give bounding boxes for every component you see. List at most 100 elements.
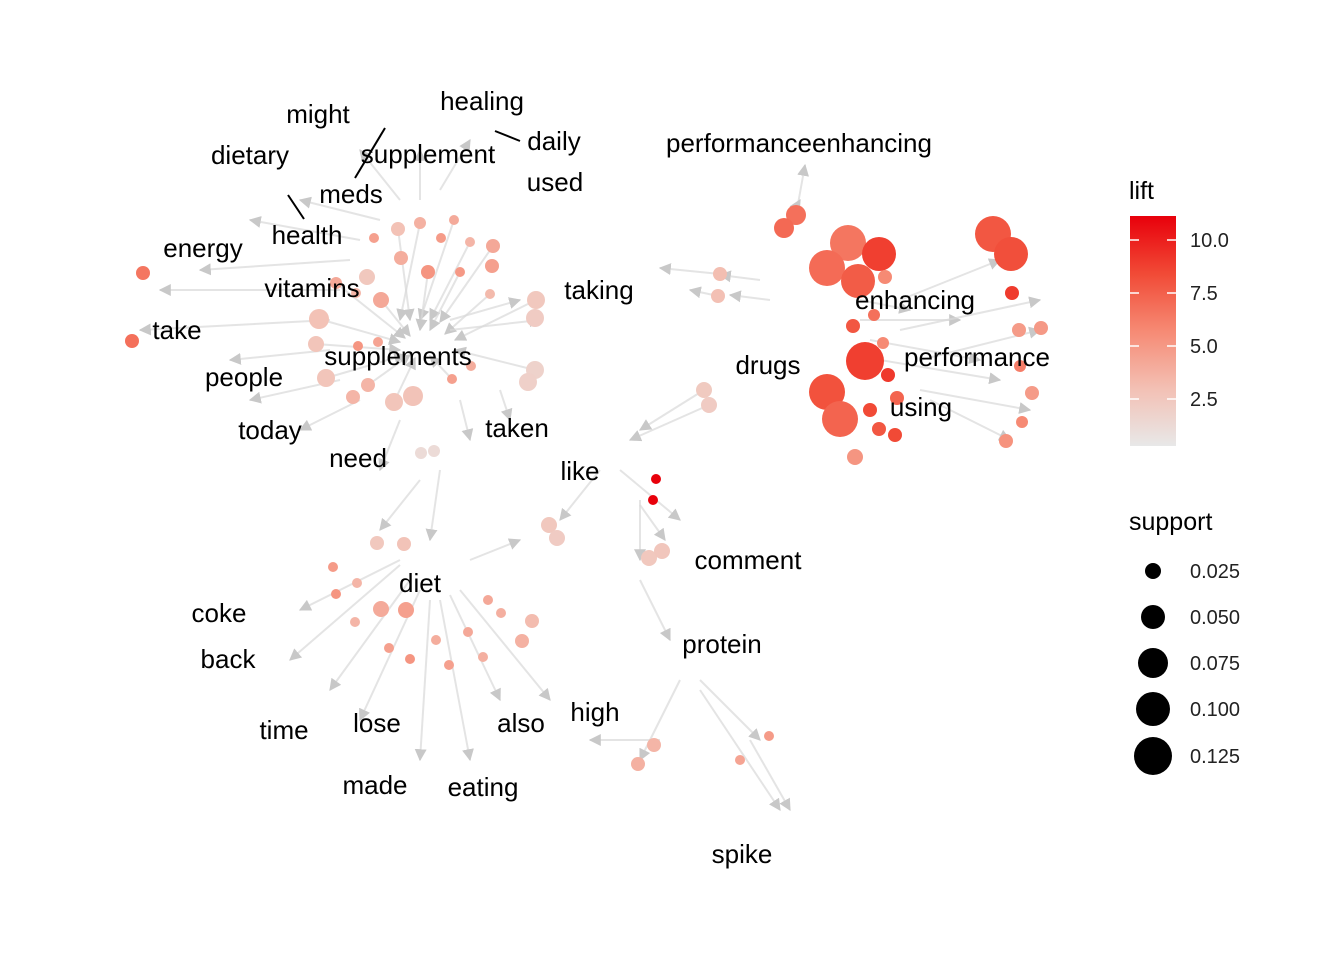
rule-node: [877, 337, 889, 349]
word-label: spike: [712, 839, 773, 869]
word-label: comment: [695, 545, 803, 575]
rule-node: [822, 401, 858, 437]
rule-edge: [459, 399, 474, 442]
rule-edge: [318, 318, 402, 345]
rule-node: [351, 288, 361, 298]
rule-node: [465, 237, 475, 247]
rule-node: [863, 403, 877, 417]
support-tick-label: 0.025: [1190, 561, 1240, 583]
word-label: dietary: [211, 140, 289, 170]
rule-node: [405, 654, 415, 664]
rule-node: [317, 369, 335, 387]
rule-edge: [228, 349, 331, 365]
lift-colorbar: [1130, 216, 1176, 446]
word-label: health: [272, 220, 343, 250]
label-leader-line: [494, 130, 521, 142]
rule-edge: [639, 504, 666, 541]
word-label: take: [152, 315, 201, 345]
word-label: used: [527, 167, 583, 197]
rule-node: [846, 319, 860, 333]
label-leader-line: [287, 194, 305, 220]
rule-node: [463, 627, 473, 637]
rule-edge: [329, 579, 411, 691]
rule-node: [309, 309, 329, 329]
rule-edge: [453, 299, 537, 341]
rule-node: [878, 270, 892, 284]
rule-edge: [414, 599, 431, 762]
rule-node: [485, 259, 499, 273]
word-label: high: [570, 697, 619, 727]
rule-node: [1005, 286, 1019, 300]
rule-node: [485, 289, 495, 299]
rule-node: [648, 495, 658, 505]
rule-node: [478, 652, 488, 662]
rule-node: [483, 595, 493, 605]
rule-node: [809, 250, 845, 286]
rule-edge: [397, 228, 415, 322]
rule-node: [515, 634, 529, 648]
rule-node: [519, 373, 537, 391]
rule-edge: [396, 222, 421, 322]
rule-node: [651, 474, 661, 484]
rule-edge: [728, 290, 771, 303]
rule-edge: [499, 389, 513, 422]
rule-node: [125, 334, 139, 348]
word-label: enhancing: [855, 285, 975, 315]
rule-edge: [425, 469, 441, 542]
word-label: supplements: [324, 341, 471, 371]
rule-node: [527, 291, 545, 309]
rule-node: [868, 309, 880, 321]
word-label: like: [560, 456, 599, 486]
rule-edge: [449, 594, 501, 702]
word-label: healing: [440, 86, 524, 116]
word-label: also: [497, 708, 545, 738]
rule-edge: [899, 296, 1042, 331]
rule-node: [403, 386, 423, 406]
rule-node: [385, 393, 403, 411]
word-label: performanceenhancing: [666, 128, 932, 158]
rule-node: [384, 643, 394, 653]
rule-node: [525, 614, 539, 628]
rule-edge: [429, 241, 471, 322]
rule-node: [369, 233, 379, 243]
rule-node: [447, 374, 457, 384]
rule-edge: [929, 399, 1012, 441]
rule-node: [136, 266, 150, 280]
rule-edge: [453, 346, 536, 371]
word-label: need: [329, 443, 387, 473]
rule-node: [862, 237, 896, 271]
rule-node: [350, 617, 360, 627]
word-label: taken: [485, 413, 549, 443]
rule-node: [415, 447, 427, 459]
word-label: taking: [564, 275, 633, 305]
rule-node: [841, 264, 875, 298]
rule-node: [541, 517, 557, 533]
rule-edge: [378, 419, 401, 472]
rule-node: [449, 215, 459, 225]
word-label: today: [238, 415, 302, 445]
rule-node: [1025, 386, 1039, 400]
support-tick-label: 0.075: [1190, 653, 1240, 675]
rule-node: [352, 578, 362, 588]
word-label: using: [890, 392, 952, 422]
rule-edge: [459, 589, 551, 701]
support-key-dot: [1136, 692, 1170, 726]
rule-node: [331, 589, 341, 599]
word-label: supplement: [361, 139, 496, 169]
word-label: meds: [319, 179, 383, 209]
word-label: vitamins: [264, 273, 359, 303]
rule-node: [361, 378, 375, 392]
rule-node: [359, 269, 375, 285]
rule-edge: [138, 319, 331, 336]
rule-edge: [439, 138, 471, 191]
rule-node: [774, 218, 794, 238]
word-label: drugs: [735, 350, 800, 380]
rule-node: [373, 601, 389, 617]
rule-edge: [469, 538, 522, 561]
rule-edge: [298, 399, 361, 431]
rule-edge: [379, 479, 421, 531]
rule-node: [431, 635, 441, 645]
rule-node: [526, 309, 544, 327]
rule-node: [735, 755, 745, 765]
